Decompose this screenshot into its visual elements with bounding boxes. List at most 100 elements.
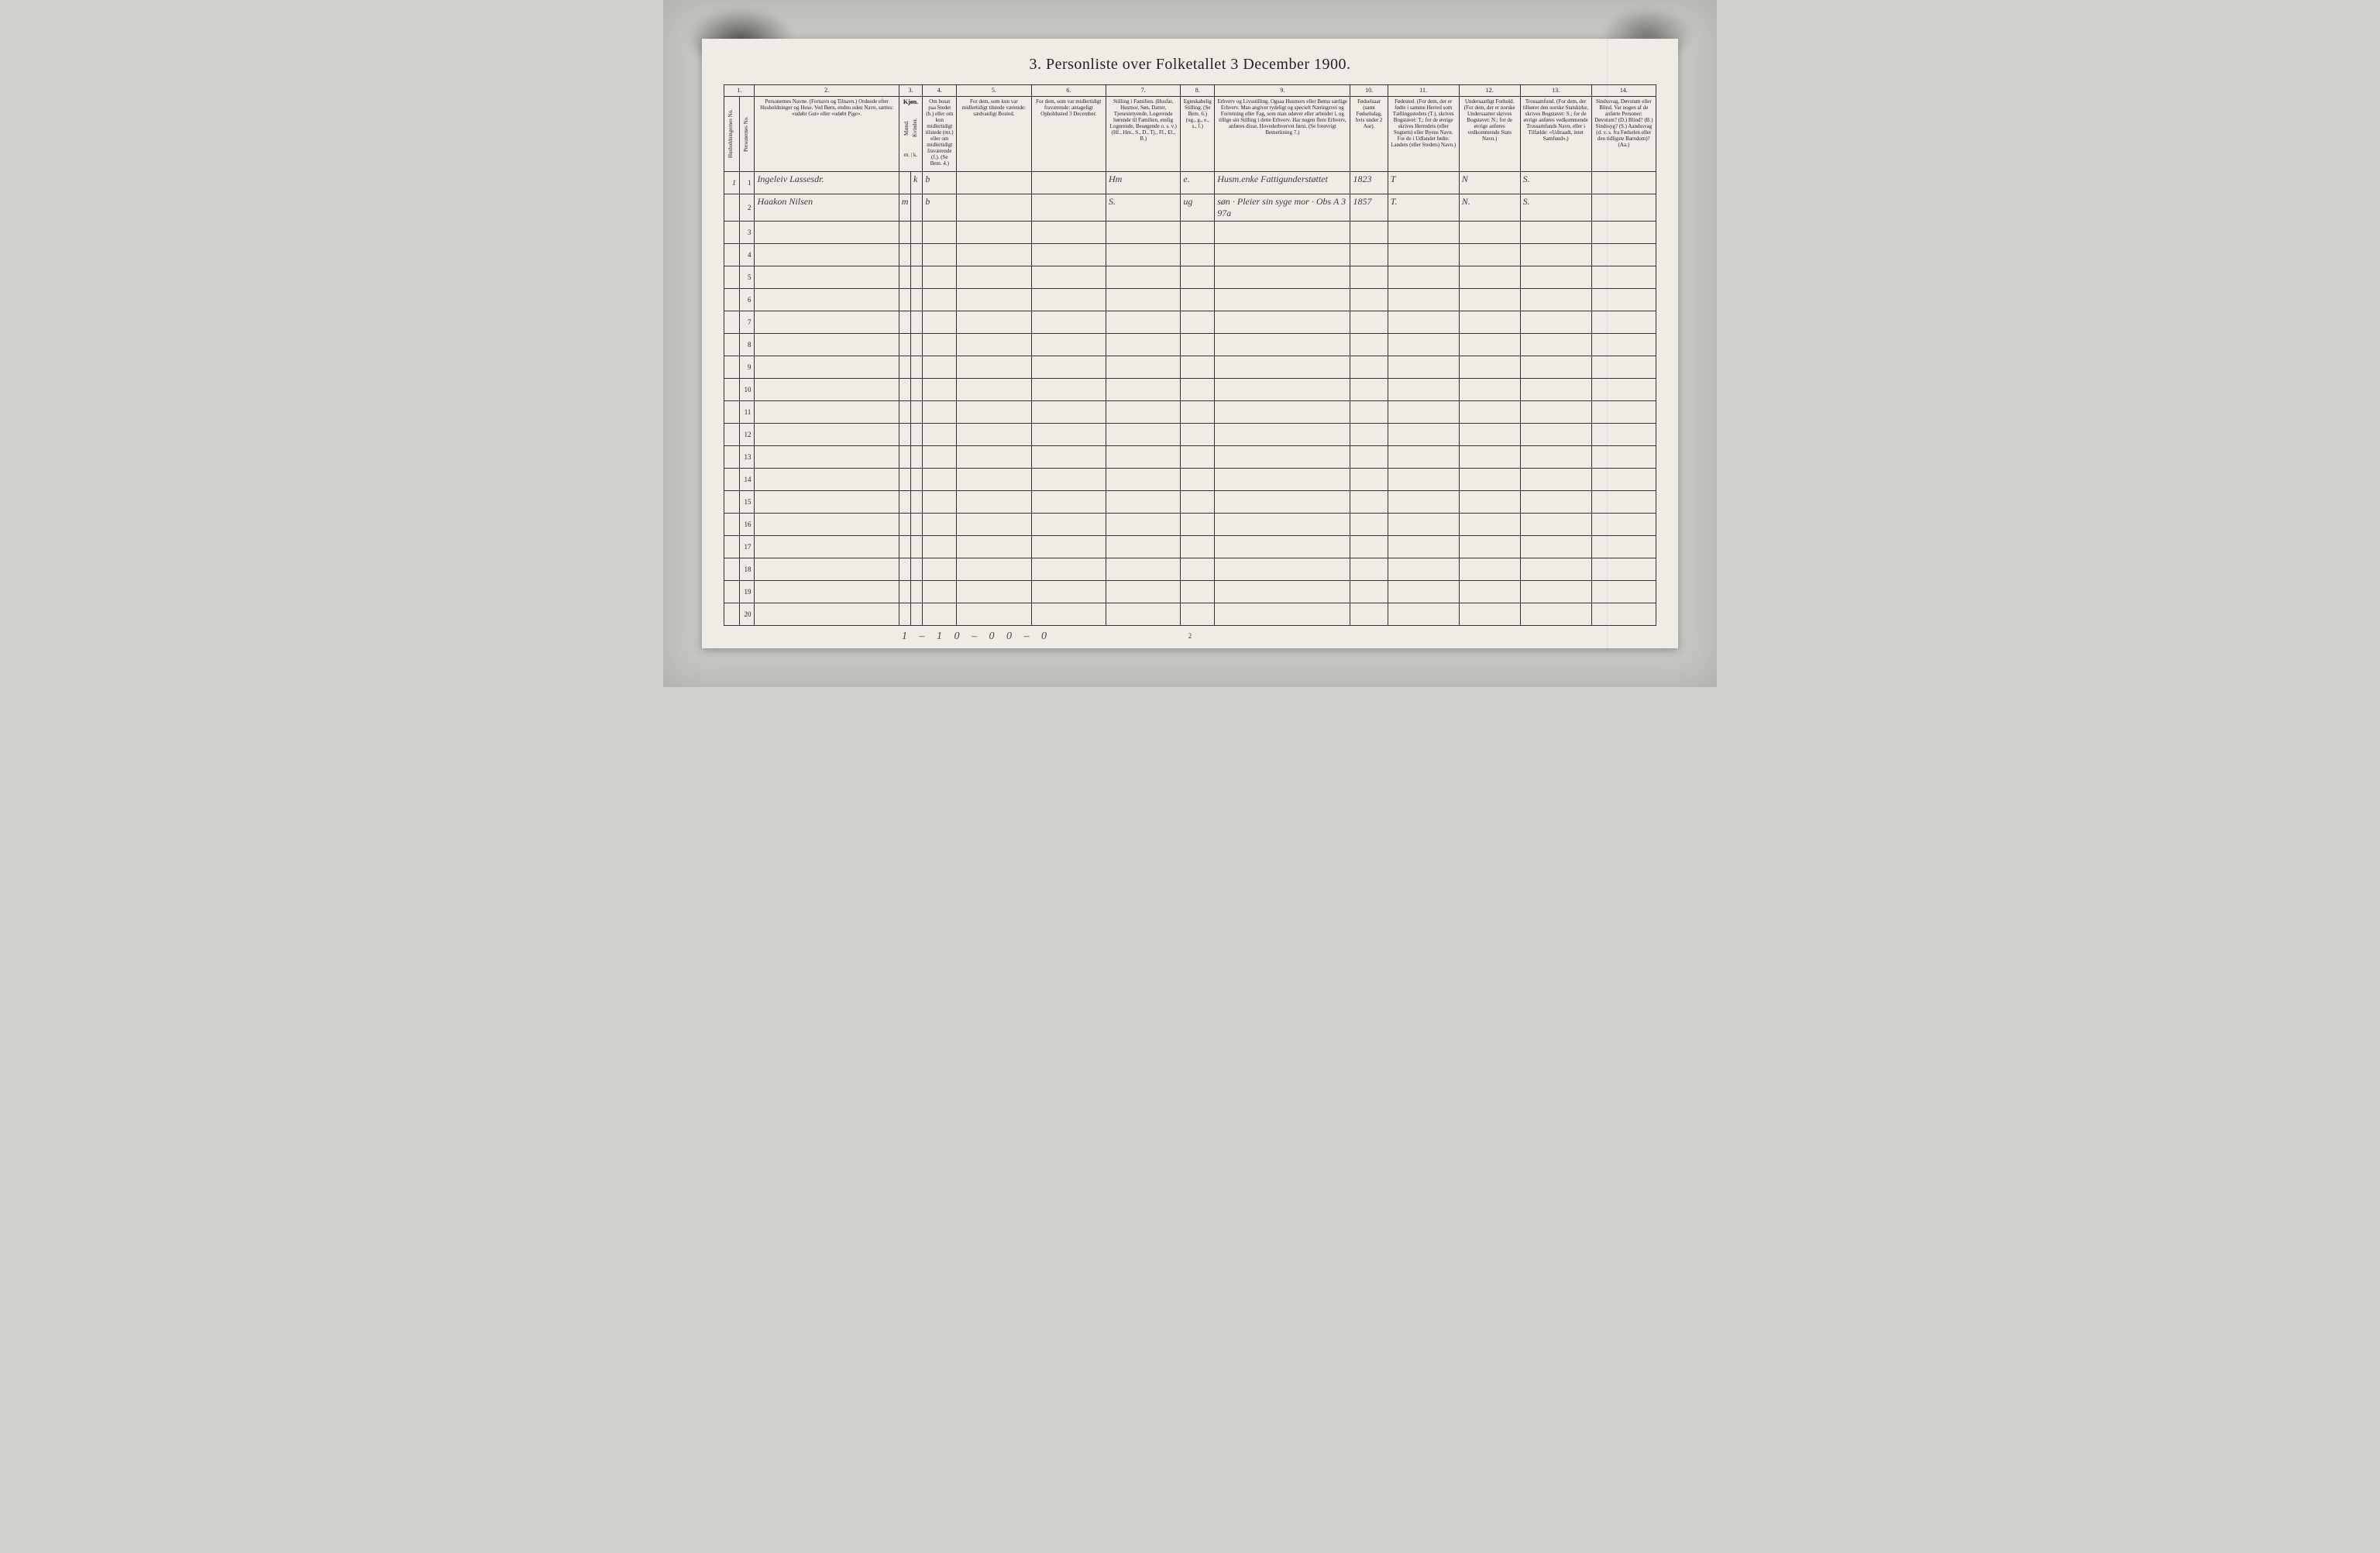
cell-person-no: 2 — [739, 194, 755, 222]
cell-household-no — [724, 401, 740, 424]
cell-empty — [1215, 536, 1350, 558]
cell-empty — [899, 266, 910, 289]
cell-empty — [1031, 558, 1106, 581]
cell-empty — [911, 603, 923, 626]
table-row: 3 — [724, 222, 1656, 244]
cell-empty — [1388, 469, 1459, 491]
cell-empty — [1591, 311, 1656, 334]
cell-empty — [1350, 514, 1388, 536]
cell-empty — [957, 356, 1031, 379]
cell-empty — [1215, 289, 1350, 311]
cell-empty — [1106, 356, 1180, 379]
cell-empty — [957, 581, 1031, 603]
cell-person-no: 1 — [739, 172, 755, 194]
cell-empty — [899, 581, 910, 603]
cell-temp-present — [957, 172, 1031, 194]
cell-empty — [1591, 558, 1656, 581]
cell-empty — [899, 491, 910, 514]
cell-empty — [1181, 244, 1215, 266]
cell-empty — [911, 266, 923, 289]
cell-empty — [1591, 266, 1656, 289]
cell-empty — [1459, 424, 1520, 446]
cell-empty — [1350, 446, 1388, 469]
cell-empty — [1106, 558, 1180, 581]
cell-empty — [1181, 289, 1215, 311]
cell-empty — [1459, 356, 1520, 379]
cell-empty — [911, 289, 923, 311]
cell-person-no: 13 — [739, 446, 755, 469]
cell-person-no: 8 — [739, 334, 755, 356]
cell-person-no: 3 — [739, 222, 755, 244]
table-row: 11 — [724, 401, 1656, 424]
scan-background: 3. Personliste over Folketallet 3 Decemb… — [663, 0, 1717, 687]
cell-empty — [755, 334, 899, 356]
cell-empty — [1520, 514, 1591, 536]
cell-household-no — [724, 514, 740, 536]
cell-marital: ug — [1181, 194, 1215, 222]
cell-person-no: 15 — [739, 491, 755, 514]
cell-birthplace: T — [1388, 172, 1459, 194]
cell-household-no — [724, 334, 740, 356]
cell-empty — [899, 222, 910, 244]
cell-nationality: N. — [1459, 194, 1520, 222]
cell-empty — [957, 379, 1031, 401]
cell-birthyear: 1823 — [1350, 172, 1388, 194]
cell-empty — [923, 244, 957, 266]
cell-temp-present — [957, 194, 1031, 222]
cell-empty — [957, 536, 1031, 558]
cell-empty — [1350, 491, 1388, 514]
cell-empty — [899, 289, 910, 311]
cell-empty — [755, 603, 899, 626]
cell-empty — [1520, 222, 1591, 244]
cell-sex-m: m — [899, 194, 910, 222]
hdr-disability: Sindssvag, Døvstum eller Blind. Var noge… — [1591, 97, 1656, 172]
cell-empty — [1031, 356, 1106, 379]
cell-empty — [1388, 514, 1459, 536]
cell-empty — [1181, 401, 1215, 424]
cell-empty — [1350, 536, 1388, 558]
cell-empty — [1215, 424, 1350, 446]
cell-empty — [957, 222, 1031, 244]
cell-empty — [755, 356, 899, 379]
cell-empty — [1591, 469, 1656, 491]
cell-empty — [923, 266, 957, 289]
cell-sex-k: k — [911, 172, 923, 194]
cell-empty — [1591, 491, 1656, 514]
cell-empty — [899, 356, 910, 379]
cell-temp-absent — [1031, 172, 1106, 194]
cell-religion: S. — [1520, 172, 1591, 194]
cell-empty — [1106, 244, 1180, 266]
cell-empty — [957, 469, 1031, 491]
cell-empty — [1031, 311, 1106, 334]
cell-empty — [1591, 603, 1656, 626]
cell-empty — [1459, 469, 1520, 491]
cell-disability — [1591, 172, 1656, 194]
cell-empty — [755, 266, 899, 289]
table-row: 4 — [724, 244, 1656, 266]
table-row: 18 — [724, 558, 1656, 581]
census-sheet: 3. Personliste over Folketallet 3 Decemb… — [702, 39, 1678, 648]
cell-person-no: 11 — [739, 401, 755, 424]
cell-empty — [1215, 334, 1350, 356]
cell-empty — [1181, 222, 1215, 244]
cell-empty — [755, 491, 899, 514]
cell-household-no — [724, 603, 740, 626]
cell-sex-k — [911, 194, 923, 222]
cell-empty — [1591, 401, 1656, 424]
cell-empty — [923, 356, 957, 379]
cell-household-no — [724, 446, 740, 469]
cell-empty — [755, 446, 899, 469]
cell-empty — [1350, 334, 1388, 356]
cell-nationality: N — [1459, 172, 1520, 194]
cell-empty — [1215, 266, 1350, 289]
cell-empty — [1031, 222, 1106, 244]
hdr-sex-mk: m. | k. — [902, 152, 920, 158]
cell-empty — [923, 446, 957, 469]
cell-empty — [1388, 289, 1459, 311]
cell-residence: b — [923, 172, 957, 194]
cell-empty — [899, 424, 910, 446]
cell-empty — [1459, 244, 1520, 266]
cell-empty — [1388, 581, 1459, 603]
cell-empty — [1520, 244, 1591, 266]
cell-empty — [923, 379, 957, 401]
